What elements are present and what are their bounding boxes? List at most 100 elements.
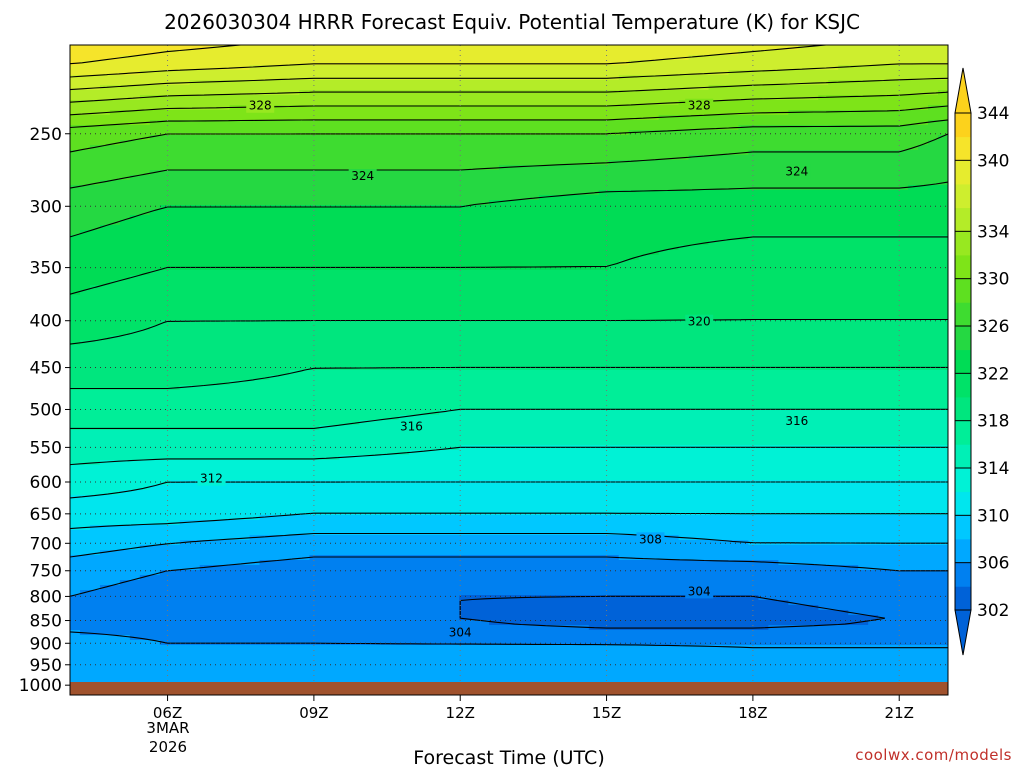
field-cell <box>259 515 948 521</box>
field-cell <box>70 490 121 496</box>
field-cell <box>79 630 948 636</box>
field-cell <box>70 395 948 401</box>
field-cell <box>289 370 948 376</box>
field-cell <box>109 280 948 286</box>
field-cell <box>70 660 948 666</box>
colorbar-swatch <box>955 278 971 303</box>
field-cell <box>159 50 740 56</box>
contour-label-bg <box>446 625 475 640</box>
colorbar-swatch <box>955 491 971 516</box>
field-cell <box>70 485 151 491</box>
field-cell <box>70 345 948 351</box>
field-cell <box>179 540 750 546</box>
field-cell <box>179 385 948 391</box>
y-tick-label: 950 <box>30 656 62 676</box>
field-cell <box>538 195 948 201</box>
field-cell <box>678 535 948 541</box>
field-cell <box>818 605 948 611</box>
field-cell <box>70 305 948 311</box>
contour-line-332 <box>70 91 948 116</box>
field-cell <box>89 285 948 291</box>
field-cell <box>70 555 311 561</box>
field-cell <box>70 320 161 326</box>
contour-label-text: 308 <box>639 532 662 546</box>
field-cell <box>70 220 121 226</box>
y-tick-label: 300 <box>30 197 62 217</box>
date-label-year: 2026 <box>149 738 187 756</box>
field-cell <box>70 310 948 316</box>
date-label-day: 3MAR <box>146 719 189 737</box>
field-cell <box>70 170 151 176</box>
field-cell <box>70 665 948 671</box>
pressure-axis: 2503003504004505005506006507007508008509… <box>19 125 70 696</box>
field-cell <box>778 560 948 566</box>
field-cell <box>99 550 948 556</box>
contour-line-340 <box>70 45 241 65</box>
field-cell <box>149 270 948 276</box>
field-cell <box>70 650 948 656</box>
colorbar-swatch <box>955 184 971 209</box>
field-cell <box>70 375 271 381</box>
field-cell <box>70 280 111 286</box>
field-cell <box>70 235 750 241</box>
field-cell <box>70 670 948 676</box>
field-cell <box>70 340 81 346</box>
colorbar-swatch <box>955 349 971 374</box>
field-cell <box>70 675 948 681</box>
field-cell <box>249 535 680 541</box>
contour-label-bg <box>782 414 811 429</box>
field-cell <box>459 595 760 601</box>
contour-label: 324 <box>348 168 377 183</box>
contour-label-text: 324 <box>785 165 808 179</box>
field-cell <box>918 145 948 151</box>
field-cell <box>229 380 948 386</box>
field-cell <box>928 140 948 146</box>
field-cell <box>70 360 948 366</box>
field-cell <box>339 455 948 461</box>
field-cell <box>70 335 111 341</box>
field-cell <box>399 415 948 421</box>
field-cell <box>169 480 948 486</box>
contour-label-text: 328 <box>249 99 272 113</box>
field-cell <box>70 185 909 191</box>
contour-line-336 <box>70 63 948 91</box>
contour-label: 316 <box>397 419 426 434</box>
field-cell <box>149 135 939 141</box>
field-cell <box>928 105 948 111</box>
field-cell <box>159 640 948 646</box>
field-cell <box>708 85 948 91</box>
y-tick-label: 600 <box>30 473 62 493</box>
field-cell <box>70 385 181 391</box>
contour-label: 328 <box>246 98 275 113</box>
field-cell <box>70 105 231 111</box>
contour-label-bg <box>348 168 377 183</box>
field-cell <box>70 380 231 386</box>
field-cell <box>159 205 948 211</box>
field-cell <box>70 565 201 571</box>
field-cell <box>738 125 948 131</box>
field-cell <box>70 300 948 306</box>
contour-label: 304 <box>685 584 714 599</box>
contour-line-304 <box>459 595 885 629</box>
field-cell <box>499 165 948 171</box>
colorbar-label: 314 <box>977 459 1009 479</box>
field-cell <box>678 245 948 251</box>
contour-label-text: 312 <box>200 472 223 486</box>
field-cell <box>119 490 948 496</box>
field-cell <box>70 405 948 411</box>
field-cell <box>179 520 948 526</box>
field-cell <box>70 515 261 521</box>
field-cell <box>868 620 948 626</box>
field-cell <box>79 340 948 346</box>
field-cell <box>708 240 948 246</box>
field-cell <box>70 80 191 86</box>
contour-label-bg <box>246 98 275 113</box>
field-cell <box>439 410 948 416</box>
field-cell <box>70 315 948 321</box>
colorbar-label: 326 <box>977 317 1009 337</box>
field-cell <box>758 595 948 601</box>
field-cell <box>129 175 948 181</box>
colorbar-swatch <box>955 420 971 445</box>
field-cell <box>598 190 948 196</box>
contour-label-bg <box>685 584 714 599</box>
